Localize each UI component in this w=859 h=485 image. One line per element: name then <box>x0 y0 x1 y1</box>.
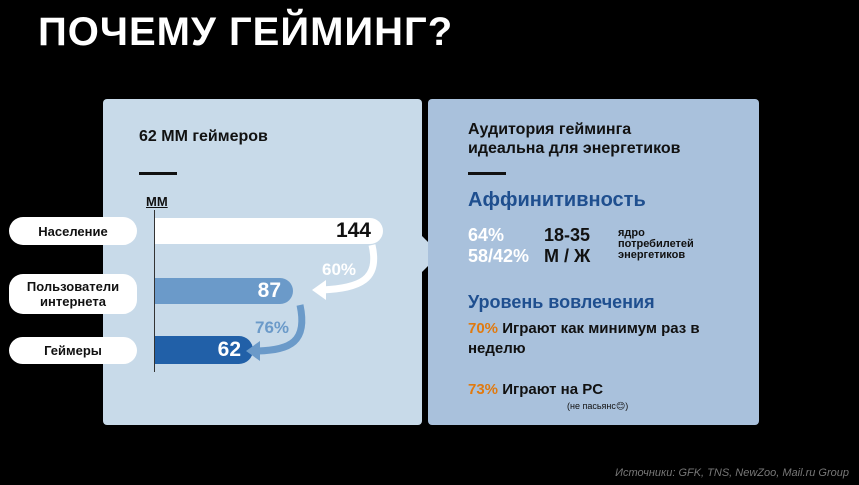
category-label-3: Геймеры <box>9 337 137 364</box>
engagement-item-2: 73% Играют на PC <box>468 380 603 400</box>
affinity-note: ядро потребилетей энергетиков <box>618 228 694 261</box>
chart-axis <box>154 210 155 372</box>
category-label-2: Пользователи интернета <box>9 274 137 314</box>
right-panel <box>428 99 759 425</box>
affinity-title: Аффинитивность <box>468 189 646 211</box>
engagement-item-1: 70% Играют как минимум раз в неделю <box>468 319 700 359</box>
right-heading: Аудитория гейминга идеальна для энергети… <box>468 120 681 158</box>
right-heading-line1: Аудитория гейминга <box>468 121 632 138</box>
eng1-pct: 70% <box>468 320 499 337</box>
right-divider <box>468 172 506 175</box>
left-divider <box>139 172 177 175</box>
affinity-note-line3: энергетиков <box>618 249 686 261</box>
engagement-title: Уровень вовлечения <box>468 292 655 312</box>
eng1-text: Играют как минимум раз в <box>498 320 700 337</box>
source-note: Источники: GFK, TNS, NewZoo, Mail.ru Gro… <box>615 467 849 479</box>
unit-label: ММ <box>146 194 168 209</box>
affinity-pct1: 64% <box>468 225 505 245</box>
bar-3: 62 <box>155 336 253 364</box>
conversion-label-1: 60% <box>322 260 357 279</box>
bar-value-label-2: 87 <box>257 279 281 302</box>
affinity-pct2: 58/42% <box>468 246 530 266</box>
affinity-age: 18-35 <box>544 225 591 245</box>
affinity-note-line2: потребилетей <box>618 238 694 250</box>
affinity-note-line1: ядро <box>618 227 645 239</box>
conversion-label-2: 76% <box>255 318 290 337</box>
bar-1: 144 <box>155 218 383 244</box>
category-label-1: Население <box>9 217 137 245</box>
eng2-note: (не пасьянс😊) <box>567 401 629 411</box>
bar-2: 87 <box>155 278 293 304</box>
eng1-text2: неделю <box>468 340 526 357</box>
eng2-text: Играют на PC <box>498 381 604 398</box>
left-panel <box>103 99 422 425</box>
affinity-gender: М / Ж <box>544 246 591 266</box>
left-heading: 62 ММ геймеров <box>139 128 268 145</box>
page-title: ПОЧЕМУ ГЕЙМИНГ? <box>38 10 454 54</box>
right-heading-line2: идеальна для энергетиков <box>468 140 681 157</box>
bar-value-label-1: 144 <box>335 219 371 242</box>
eng2-pct: 73% <box>468 381 499 398</box>
bar-value-label-3: 62 <box>217 338 241 361</box>
